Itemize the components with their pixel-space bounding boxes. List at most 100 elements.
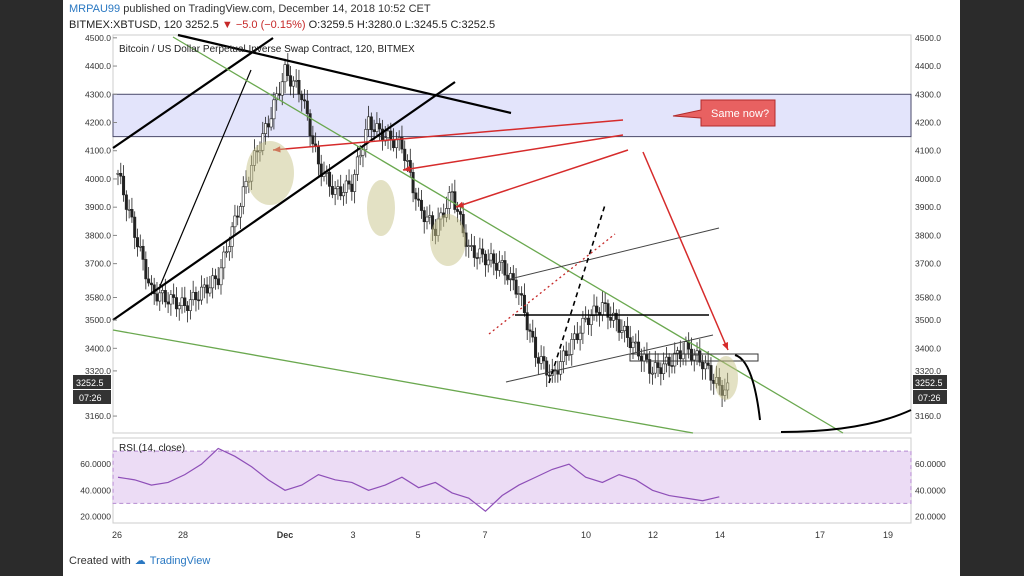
- candle-body: [514, 279, 518, 295]
- candle-body: [561, 350, 565, 362]
- candle-body: [347, 180, 351, 185]
- candle-body: [414, 192, 418, 200]
- candle-body: [525, 312, 529, 331]
- candle-body: [701, 361, 705, 370]
- candle-body: [419, 199, 423, 211]
- candle-body: [180, 297, 184, 307]
- arrow-head: [722, 342, 728, 350]
- y-tick-label-left: 4100.0: [85, 146, 111, 156]
- y-tick-label-right: 3160.0: [915, 411, 941, 421]
- price-tag-countdown: 07:26: [79, 393, 102, 403]
- price-tag-left: 3252.5 07:26: [73, 375, 111, 404]
- chart-svg: Bitcoin / US Dollar Perpetual Inverse Sw…: [73, 33, 947, 540]
- candle-body: [174, 297, 178, 310]
- candle-body: [676, 350, 680, 354]
- candle-body: [308, 113, 312, 137]
- tradingview-logo-icon: ☁: [134, 555, 146, 567]
- candle-body: [280, 81, 284, 96]
- candle-body: [319, 163, 323, 177]
- candle-body: [183, 297, 187, 306]
- candle-body: [678, 350, 682, 360]
- candle-body: [135, 237, 139, 248]
- candle-body: [194, 291, 198, 301]
- candle-body: [130, 209, 134, 218]
- candle-body: [575, 333, 579, 341]
- candle-body: [303, 99, 307, 102]
- candle-body: [573, 333, 577, 340]
- candle-body: [642, 353, 646, 362]
- candle-body: [138, 245, 142, 248]
- candle-body: [634, 341, 638, 344]
- x-axis-ticks: 26 28 Dec 3 5 7 10 12 14 17 19: [112, 530, 893, 540]
- trend-line: [488, 233, 616, 335]
- candle-body: [300, 93, 304, 101]
- rsi-tick-label-left: 20.0000: [80, 511, 111, 521]
- candle-body: [542, 356, 546, 362]
- candle-body: [578, 332, 582, 341]
- candle-body: [592, 305, 596, 316]
- candle-body: [236, 215, 240, 218]
- candle-body: [330, 186, 334, 195]
- candle-body: [706, 362, 710, 366]
- candle-body: [695, 350, 699, 356]
- candle-body: [567, 354, 571, 356]
- rsi-tick-label-left: 60.0000: [80, 459, 111, 469]
- chart-card: MRPAU99 published on TradingView.com, De…: [63, 0, 960, 576]
- candle-body: [219, 267, 223, 286]
- candle-body: [475, 257, 479, 259]
- candle-body: [453, 191, 457, 210]
- candle-body: [589, 315, 593, 326]
- candle-body: [311, 135, 315, 145]
- candle-body: [264, 123, 268, 134]
- candle-body: [147, 278, 151, 284]
- range-box: [629, 353, 759, 362]
- candle-body: [361, 149, 365, 156]
- candle-body: [681, 353, 685, 360]
- candle-body: [600, 302, 604, 316]
- candle-body: [595, 305, 599, 313]
- candle-body: [275, 93, 279, 101]
- candle-body: [511, 273, 515, 281]
- candle-body: [233, 215, 237, 228]
- candle-body: [584, 317, 588, 320]
- candle-body: [417, 198, 421, 201]
- x-tick-label: 19: [883, 530, 893, 540]
- candle-body: [509, 273, 513, 281]
- candle-body: [141, 245, 145, 260]
- candle-body: [297, 79, 301, 95]
- candle-body: [188, 299, 192, 311]
- candle-body: [620, 330, 624, 333]
- candle-body: [684, 341, 688, 355]
- candle-body: [161, 290, 165, 294]
- candle-body: [503, 260, 507, 276]
- candle-body: [119, 173, 123, 177]
- candle-body: [422, 210, 426, 223]
- y-tick-label-right: 3900.0: [915, 202, 941, 212]
- candle-body: [339, 186, 343, 197]
- candle-body: [653, 362, 657, 374]
- candle-body: [545, 360, 549, 376]
- candle-body: [470, 245, 474, 247]
- candle-body: [403, 148, 407, 161]
- candle-body: [458, 211, 462, 215]
- tradingview-link[interactable]: TradingView: [149, 554, 211, 567]
- candle-body: [631, 341, 635, 348]
- candle-body: [294, 79, 298, 82]
- candle-body: [606, 303, 610, 318]
- candle-body: [358, 154, 362, 158]
- candle-body: [614, 312, 618, 320]
- author-link[interactable]: MRPAU99: [69, 3, 121, 15]
- candle-body: [456, 209, 460, 212]
- candle-body: [344, 180, 348, 193]
- candle-body: [277, 93, 281, 96]
- candle-body: [703, 362, 707, 370]
- trend-drawings: [112, 33, 912, 434]
- candle-body: [133, 216, 137, 238]
- projection-path: [734, 354, 761, 421]
- candle-body: [244, 181, 248, 188]
- candle-body: [225, 251, 229, 254]
- trend-line: [112, 329, 694, 434]
- x-tick-label: 3: [350, 530, 355, 540]
- price-change: ▼ −5.0 (−0.15%): [221, 19, 306, 31]
- candle-body: [648, 359, 652, 374]
